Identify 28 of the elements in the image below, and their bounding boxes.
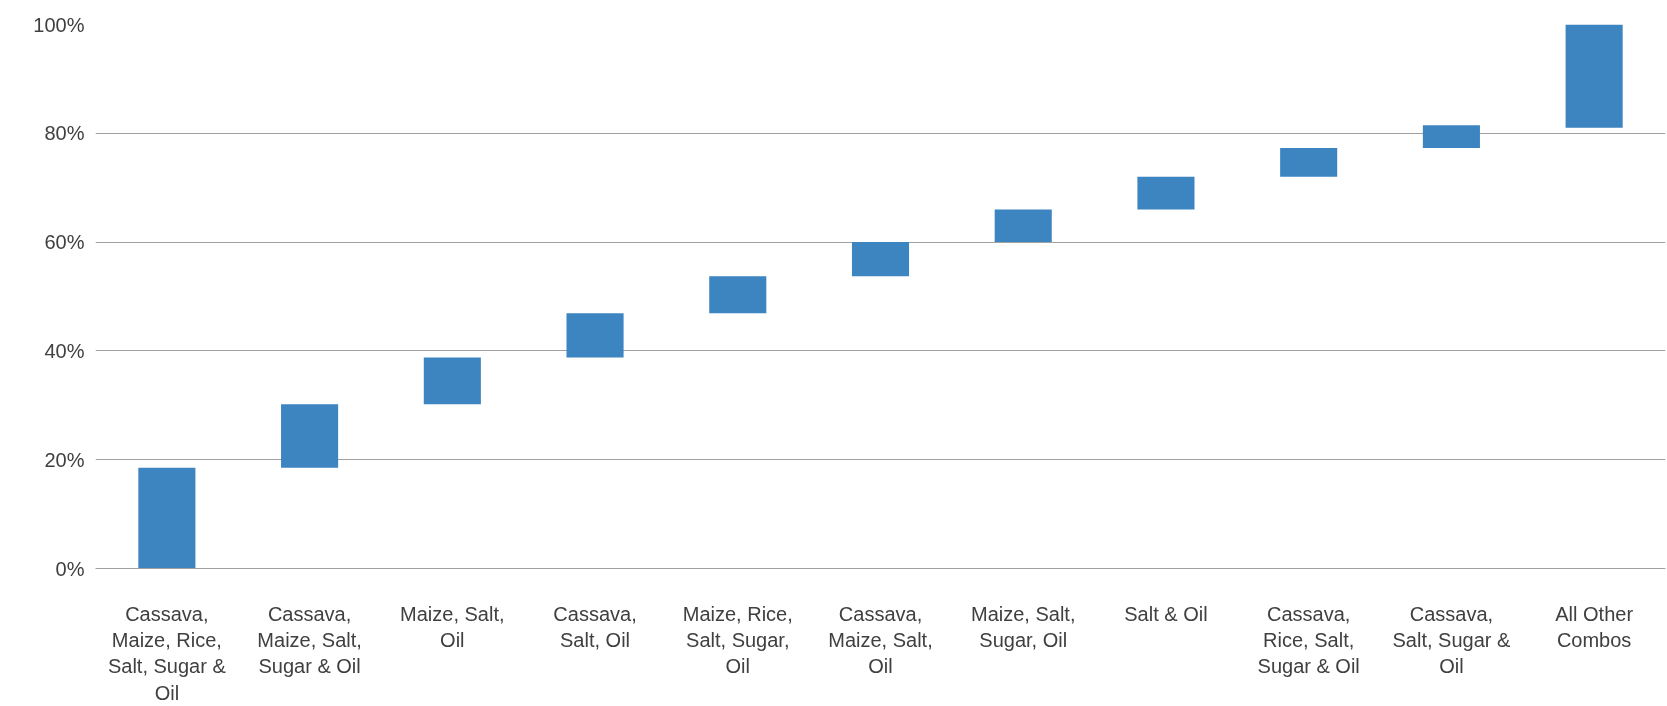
- x-tick-label: Maize, Salt, Oil: [400, 602, 505, 651]
- y-tick-label: 20%: [44, 448, 85, 471]
- x-tick-label: All Other Combos: [1555, 602, 1634, 651]
- x-tick-label: Cassava, Salt, Sugar & Oil: [1392, 602, 1511, 678]
- x-tick-label: Cassava, Maize, Rice, Salt, Sugar & Oil: [107, 602, 227, 704]
- y-tick-label: 0%: [55, 557, 85, 580]
- bar: [1422, 125, 1480, 148]
- x-tick-label: Cassava, Maize, Salt, Oil: [828, 602, 933, 678]
- bar: [1280, 147, 1338, 177]
- bar: [994, 209, 1052, 243]
- bar: [1565, 24, 1623, 128]
- x-tick-label: Cassava, Maize, Salt, Sugar & Oil: [257, 602, 362, 678]
- y-tick-label: 60%: [44, 231, 85, 254]
- bar: [1137, 176, 1195, 210]
- y-tick-label: 80%: [44, 122, 85, 145]
- y-tick-label: 40%: [44, 339, 85, 362]
- y-tick-label: 100%: [33, 13, 85, 36]
- x-tick-label: Cassava, Rice, Salt, Sugar & Oil: [1257, 602, 1360, 678]
- x-tick-label: Cassava, Salt, Oil: [553, 602, 637, 651]
- bar: [423, 357, 481, 405]
- bar: [709, 276, 767, 314]
- bar: [138, 467, 196, 569]
- x-tick-label: Maize, Rice, Salt, Sugar, Oil: [682, 602, 793, 678]
- x-tick-label: Salt & Oil: [1124, 602, 1208, 625]
- bar: [281, 404, 339, 468]
- bar: [566, 313, 624, 358]
- x-tick-label: Maize, Salt, Sugar, Oil: [970, 602, 1076, 651]
- bar: [851, 242, 910, 277]
